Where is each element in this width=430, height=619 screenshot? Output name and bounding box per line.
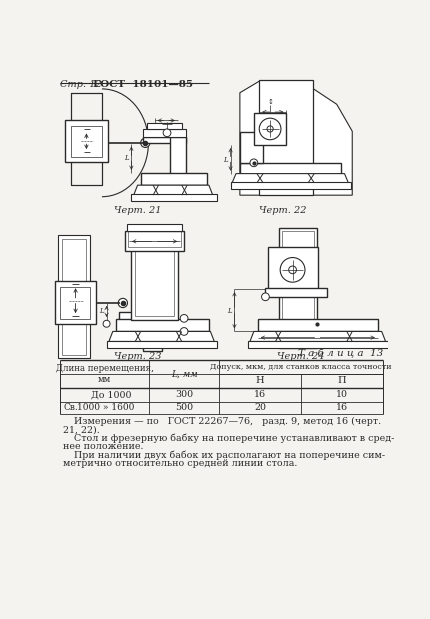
Bar (253, 113, 286, 145)
Text: 21, 22).: 21, 22). (63, 425, 100, 435)
Bar (65, 119, 108, 162)
Text: П: П (337, 376, 346, 385)
Text: Стол и фрезерную бабку на поперечине устанавливают в сред-: Стол и фрезерную бабку на поперечине уст… (74, 434, 393, 443)
Circle shape (261, 293, 269, 301)
Polygon shape (109, 331, 214, 342)
Text: Св.: Св. (63, 403, 78, 412)
Bar (257, 319, 377, 331)
Text: 20: 20 (253, 403, 265, 412)
Text: Черт. 23: Черт. 23 (114, 352, 161, 361)
Bar (71, 93, 101, 185)
Polygon shape (240, 81, 351, 195)
Circle shape (180, 314, 187, 322)
Bar (61, 239, 86, 355)
Polygon shape (249, 331, 385, 342)
Text: ГОСТ  18101—85: ГОСТ 18101—85 (92, 80, 192, 89)
Bar (147, 123, 181, 129)
Bar (131, 194, 216, 201)
Text: L: L (226, 306, 231, 314)
Circle shape (259, 118, 280, 140)
Text: 1000 » 1600: 1000 » 1600 (77, 403, 134, 412)
Bar (71, 126, 101, 157)
Text: Длина перемещения,
мм: Длина перемещения, мм (55, 364, 153, 384)
Bar (127, 223, 181, 232)
Text: нее положение.: нее положение. (63, 443, 143, 451)
Bar (240, 132, 262, 163)
Text: 500: 500 (175, 403, 193, 412)
Text: Измерения — по   ГОСТ 22267—76,   разд. 9, метод 16 (черт.: Измерения — по ГОСТ 22267—76, разд. 9, м… (74, 417, 380, 426)
Bar (247, 340, 388, 348)
Text: До 1000: До 1000 (90, 390, 131, 399)
Circle shape (103, 320, 110, 327)
Bar (140, 173, 206, 185)
Bar (230, 182, 350, 189)
Bar (128, 232, 181, 247)
Text: Черт. 24: Черт. 24 (276, 352, 323, 361)
Bar (60, 287, 89, 319)
Bar (135, 247, 174, 316)
Circle shape (118, 298, 127, 308)
Bar (58, 235, 90, 358)
Text: Т а б л и ц а  13: Т а б л и ц а 13 (297, 349, 382, 358)
Bar (240, 163, 340, 173)
Circle shape (249, 159, 257, 167)
Text: L, мм: L, мм (170, 370, 197, 378)
Bar (278, 228, 316, 348)
Bar (71, 93, 101, 185)
Text: L: L (123, 154, 128, 162)
Text: метрично относительно средней линии стола.: метрично относительно средней линии стол… (63, 459, 297, 469)
Circle shape (163, 129, 171, 137)
Bar (116, 319, 209, 331)
Text: При наличии двух бабок их располагают на поперечине сим-: При наличии двух бабок их располагают на… (74, 451, 384, 461)
Circle shape (140, 138, 150, 147)
Bar (281, 232, 313, 345)
Bar (267, 247, 317, 289)
Bar (125, 232, 184, 251)
Bar (131, 243, 178, 320)
Circle shape (180, 327, 187, 335)
Bar (55, 282, 95, 324)
Text: 16: 16 (335, 403, 347, 412)
Text: Допуск, мкм, для станков класса точности: Допуск, мкм, для станков класса точности (210, 363, 391, 371)
Bar (119, 312, 161, 320)
Text: L: L (222, 156, 227, 164)
Text: Стр. 12: Стр. 12 (60, 80, 101, 89)
Circle shape (280, 258, 304, 282)
Bar (143, 137, 185, 143)
Text: L: L (98, 308, 103, 316)
Circle shape (288, 266, 296, 274)
Text: 300: 300 (175, 390, 193, 399)
Bar (265, 288, 327, 297)
Text: 10: 10 (335, 390, 347, 399)
Polygon shape (232, 173, 347, 183)
Text: Черт. 22: Черт. 22 (258, 206, 306, 215)
Polygon shape (133, 185, 212, 195)
Bar (170, 137, 185, 173)
Text: Черт. 21: Черт. 21 (114, 206, 161, 215)
Bar (143, 129, 185, 137)
Text: 16: 16 (253, 390, 265, 399)
Bar (143, 312, 161, 351)
Text: ↕: ↕ (267, 98, 272, 105)
Bar (106, 340, 216, 348)
Text: Н: Н (255, 376, 264, 385)
Bar (259, 80, 313, 195)
Circle shape (266, 126, 273, 132)
